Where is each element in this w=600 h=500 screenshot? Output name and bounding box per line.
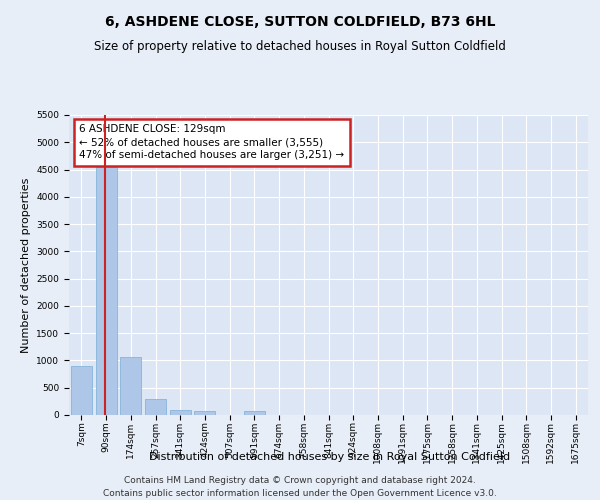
Bar	[95, 167, 116, 415]
Bar	[244, 410, 265, 415]
Y-axis label: Number of detached properties: Number of detached properties	[21, 178, 31, 352]
Bar	[194, 411, 215, 415]
Text: Size of property relative to detached houses in Royal Sutton Coldfield: Size of property relative to detached ho…	[94, 40, 506, 53]
Text: 6, ASHDENE CLOSE, SUTTON COLDFIELD, B73 6HL: 6, ASHDENE CLOSE, SUTTON COLDFIELD, B73 …	[105, 15, 495, 29]
Bar	[145, 399, 166, 415]
Text: Contains HM Land Registry data © Crown copyright and database right 2024.
Contai: Contains HM Land Registry data © Crown c…	[103, 476, 497, 498]
Bar	[120, 357, 141, 415]
Text: 6 ASHDENE CLOSE: 129sqm
← 52% of detached houses are smaller (3,555)
47% of semi: 6 ASHDENE CLOSE: 129sqm ← 52% of detache…	[79, 124, 344, 160]
Text: Distribution of detached houses by size in Royal Sutton Coldfield: Distribution of detached houses by size …	[149, 452, 511, 462]
Bar	[71, 366, 92, 415]
Bar	[170, 410, 191, 415]
